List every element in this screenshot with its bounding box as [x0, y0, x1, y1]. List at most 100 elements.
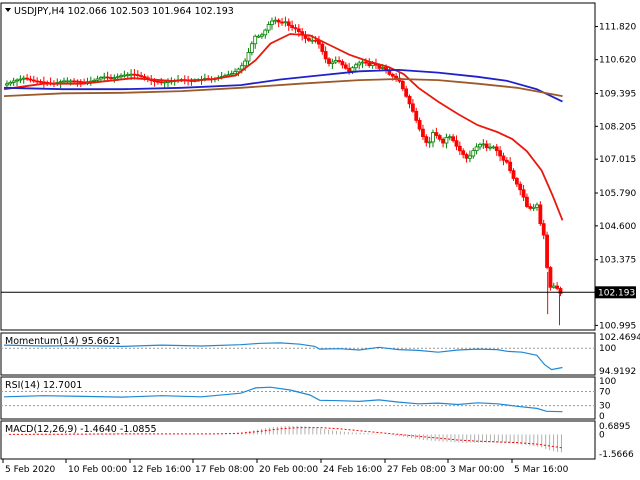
macd-title: MACD(12,26,9) -1.4640 -1.0855 [5, 424, 157, 435]
candle-body [558, 288, 563, 294]
candle-body [236, 68, 241, 73]
price-pane[interactable]: 111.820 110.620 109.395 108.205 107.015 105.7… [0, 2, 636, 331]
candle-body [92, 79, 97, 82]
y-tick-label: 100.995 [599, 321, 636, 331]
candle-body [357, 62, 362, 66]
candle-body [243, 60, 248, 67]
y-tick-label: 100 [599, 344, 616, 354]
candle-body [347, 67, 352, 72]
y-tick-label: 103.375 [599, 256, 636, 266]
candle-body [276, 19, 281, 23]
candle-body [78, 81, 83, 83]
collapse-arrow-icon[interactable] [5, 8, 11, 12]
candle-body [41, 81, 46, 84]
y-tick-label: 0 [599, 412, 605, 422]
candle-body [488, 146, 492, 149]
price-axis: 111.820 110.620 109.395 108.205 107.015 105.7… [595, 23, 636, 331]
candle-body [535, 204, 539, 208]
candle-body [72, 80, 76, 83]
candle-body [548, 267, 553, 288]
candle-body [491, 146, 496, 149]
candle-body [327, 58, 331, 64]
candle-body [132, 73, 137, 76]
candle-body [283, 21, 288, 24]
current-price-tag: 102.193 [595, 286, 636, 299]
candle-body [364, 61, 368, 64]
candle-body [551, 285, 556, 288]
rsi-line [3, 386, 563, 413]
momentum-title: Momentum(14) 95.6621 [5, 336, 121, 347]
macd-histogram [12, 425, 562, 453]
candle-body [28, 78, 33, 81]
candle-body [410, 103, 415, 112]
candle-body [18, 78, 23, 81]
y-tick-label: 94.9192 [599, 367, 636, 377]
candle-body [15, 79, 19, 82]
candle-body [5, 83, 9, 86]
y-tick-label: 0 [599, 430, 605, 440]
candle-body [444, 137, 449, 144]
candle-body [320, 43, 325, 52]
x-tick-label: 24 Feb 16:00 [323, 465, 382, 475]
candle-body [461, 150, 466, 155]
candle-body [119, 75, 123, 78]
candle-body [156, 80, 160, 83]
candle-body [75, 80, 80, 83]
candle-body [394, 75, 399, 79]
candle-body [239, 65, 244, 70]
candle-body [263, 29, 268, 36]
current-price-label: 102.193 [598, 288, 635, 298]
candle-body [122, 74, 127, 77]
candle-body [21, 77, 26, 80]
candle-body [414, 110, 419, 121]
candle-body [142, 76, 147, 79]
candle-body [434, 132, 439, 136]
candle-body [498, 150, 502, 157]
y-tick-label: 109.395 [599, 89, 636, 99]
candle-body [464, 154, 469, 159]
candle-body [350, 67, 355, 72]
candle-body [484, 143, 489, 149]
candle-body [35, 80, 40, 83]
candle-body [421, 128, 425, 138]
x-tick-label: 17 Feb 08:00 [195, 465, 254, 475]
candle-body [545, 234, 549, 268]
candle-body [290, 25, 295, 29]
candle-body [249, 43, 254, 53]
candle-body [390, 73, 395, 77]
candle-body [380, 67, 385, 69]
candle-body [508, 161, 513, 172]
moving-averages [3, 33, 564, 221]
candle-body [521, 189, 526, 198]
candle-body [293, 27, 298, 30]
x-tick-label: 5 Mar 16:00 [514, 465, 569, 475]
candle-body [447, 136, 452, 139]
candle-body [337, 60, 341, 62]
symbol-header: USDJPY,H4 102.066 102.503 101.964 102.19… [5, 6, 234, 17]
candle-body [162, 81, 167, 84]
ma-line [3, 78, 563, 97]
candle-body [531, 206, 536, 209]
candle-body [333, 60, 338, 63]
candle-body [474, 146, 479, 152]
y-tick-label: 0.6895 [599, 422, 631, 432]
momentum-line [3, 342, 563, 371]
candle-body [152, 80, 157, 82]
candle-body [253, 35, 258, 45]
chart-title: USDJPY,H4 102.066 102.503 101.964 102.19… [14, 6, 234, 17]
candle-body [538, 204, 543, 225]
y-tick-label: 107.015 [599, 155, 636, 165]
candle-body [38, 81, 43, 83]
candle-body [504, 159, 509, 163]
candle-body [306, 38, 311, 41]
candle-body [246, 52, 251, 62]
x-tick-label: 5 Feb 2020 [5, 465, 56, 475]
candle-body [65, 80, 70, 83]
candle-body [135, 74, 140, 77]
